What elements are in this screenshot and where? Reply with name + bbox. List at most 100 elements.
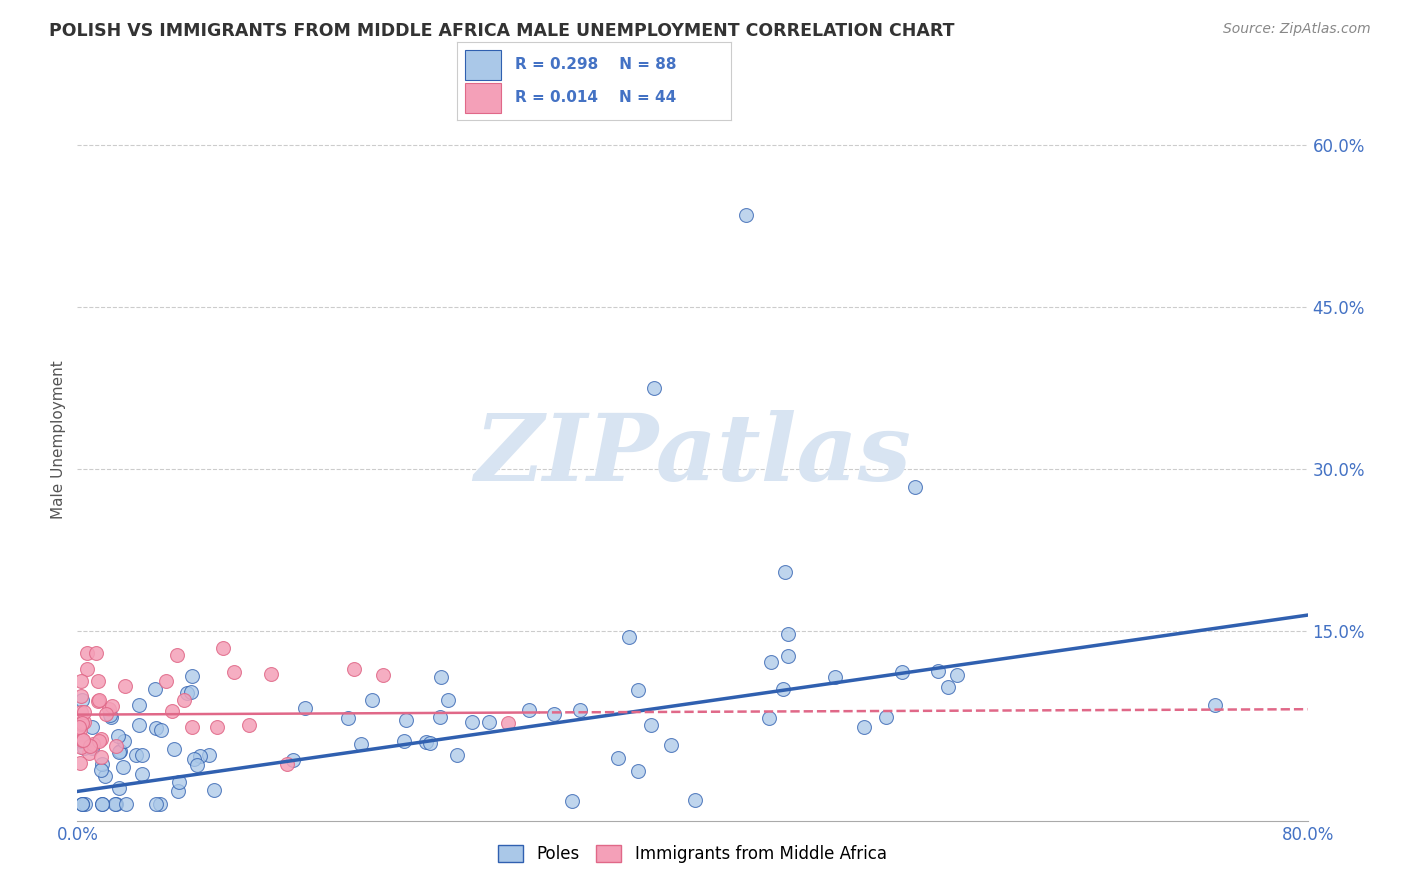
Point bbox=[70, 734, 93, 748]
Text: Source: ZipAtlas.com: Source: ZipAtlas.com bbox=[1223, 22, 1371, 37]
Point bbox=[561, 794, 583, 808]
Point bbox=[437, 693, 460, 707]
Point bbox=[419, 736, 441, 750]
Point bbox=[772, 682, 794, 697]
Point bbox=[131, 767, 153, 781]
Point bbox=[98, 707, 121, 722]
Point bbox=[395, 713, 418, 727]
Bar bbox=[465, 50, 501, 79]
Point bbox=[190, 749, 212, 764]
Point bbox=[875, 710, 897, 724]
Point bbox=[82, 737, 104, 751]
Point bbox=[86, 673, 108, 688]
Point bbox=[90, 756, 112, 771]
Point bbox=[643, 381, 665, 395]
Point bbox=[72, 732, 94, 747]
Point bbox=[360, 692, 382, 706]
Point bbox=[294, 701, 316, 715]
Point bbox=[163, 742, 186, 756]
Point bbox=[478, 714, 501, 729]
Point bbox=[343, 662, 366, 676]
Text: R = 0.298    N = 88: R = 0.298 N = 88 bbox=[515, 57, 676, 72]
Point bbox=[104, 797, 127, 812]
Point bbox=[735, 208, 758, 222]
Point bbox=[371, 667, 394, 681]
Point bbox=[155, 673, 177, 688]
Point bbox=[73, 797, 96, 812]
Point bbox=[108, 781, 131, 796]
Point bbox=[70, 732, 93, 747]
Point bbox=[72, 797, 94, 812]
Point bbox=[87, 694, 110, 708]
Point bbox=[70, 690, 93, 704]
Point bbox=[350, 737, 373, 751]
Point bbox=[773, 565, 796, 579]
Point bbox=[759, 656, 782, 670]
Point bbox=[336, 711, 359, 725]
Point bbox=[114, 679, 136, 693]
Point bbox=[90, 797, 112, 812]
Point bbox=[76, 662, 98, 676]
Point bbox=[1204, 698, 1226, 712]
Point bbox=[73, 714, 96, 729]
Point bbox=[97, 702, 120, 716]
Point bbox=[202, 783, 225, 797]
Point bbox=[69, 756, 91, 771]
Y-axis label: Male Unemployment: Male Unemployment bbox=[51, 360, 66, 518]
Point bbox=[90, 764, 112, 778]
Point bbox=[946, 668, 969, 682]
Point bbox=[183, 752, 205, 766]
Point bbox=[496, 716, 519, 731]
Point bbox=[238, 718, 260, 732]
Point bbox=[145, 721, 167, 735]
Point bbox=[569, 703, 592, 717]
Point bbox=[167, 784, 190, 798]
Point bbox=[446, 747, 468, 762]
Point bbox=[659, 739, 682, 753]
Point bbox=[212, 640, 235, 655]
Point bbox=[128, 717, 150, 731]
Point bbox=[778, 627, 800, 641]
Point bbox=[260, 667, 283, 681]
Point bbox=[222, 665, 245, 680]
Point bbox=[276, 756, 298, 771]
Point bbox=[517, 703, 540, 717]
Point bbox=[198, 748, 221, 763]
Point bbox=[90, 731, 112, 746]
Point bbox=[79, 739, 101, 753]
Point bbox=[107, 729, 129, 743]
Point bbox=[176, 685, 198, 699]
Point bbox=[96, 706, 118, 721]
Point bbox=[70, 716, 93, 731]
Legend: Poles, Immigrants from Middle Africa: Poles, Immigrants from Middle Africa bbox=[492, 838, 893, 870]
Point bbox=[100, 699, 122, 714]
Point bbox=[936, 680, 959, 694]
Point bbox=[904, 480, 927, 494]
Point bbox=[145, 797, 167, 812]
Point bbox=[70, 693, 93, 707]
Point bbox=[91, 797, 114, 812]
Point bbox=[70, 715, 93, 730]
Point bbox=[76, 646, 98, 660]
Point bbox=[104, 739, 127, 753]
Point bbox=[776, 649, 799, 664]
Point bbox=[617, 631, 640, 645]
Point bbox=[115, 797, 138, 812]
Point bbox=[112, 734, 135, 748]
Point bbox=[890, 665, 912, 680]
Point bbox=[543, 707, 565, 722]
Point bbox=[758, 710, 780, 724]
Point bbox=[606, 750, 628, 764]
Text: R = 0.014    N = 44: R = 0.014 N = 44 bbox=[515, 90, 676, 105]
Point bbox=[77, 746, 100, 760]
Point bbox=[70, 674, 93, 689]
Point bbox=[67, 720, 90, 734]
Point bbox=[180, 685, 202, 699]
Point bbox=[90, 750, 112, 764]
Point bbox=[430, 670, 453, 684]
Point bbox=[73, 741, 96, 756]
Point bbox=[181, 668, 204, 682]
Text: POLISH VS IMMIGRANTS FROM MIDDLE AFRICA MALE UNEMPLOYMENT CORRELATION CHART: POLISH VS IMMIGRANTS FROM MIDDLE AFRICA … bbox=[49, 22, 955, 40]
Point bbox=[162, 704, 184, 718]
Point bbox=[927, 664, 949, 678]
